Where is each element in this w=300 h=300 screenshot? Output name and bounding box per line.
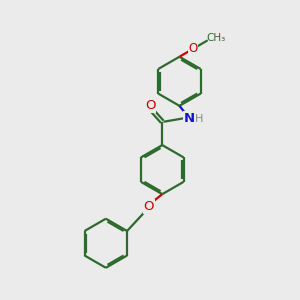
Text: N: N <box>184 112 195 124</box>
Text: CH₃: CH₃ <box>207 33 226 43</box>
Text: O: O <box>188 42 198 56</box>
Text: H: H <box>194 114 203 124</box>
Text: O: O <box>145 99 155 112</box>
Text: O: O <box>143 200 154 213</box>
